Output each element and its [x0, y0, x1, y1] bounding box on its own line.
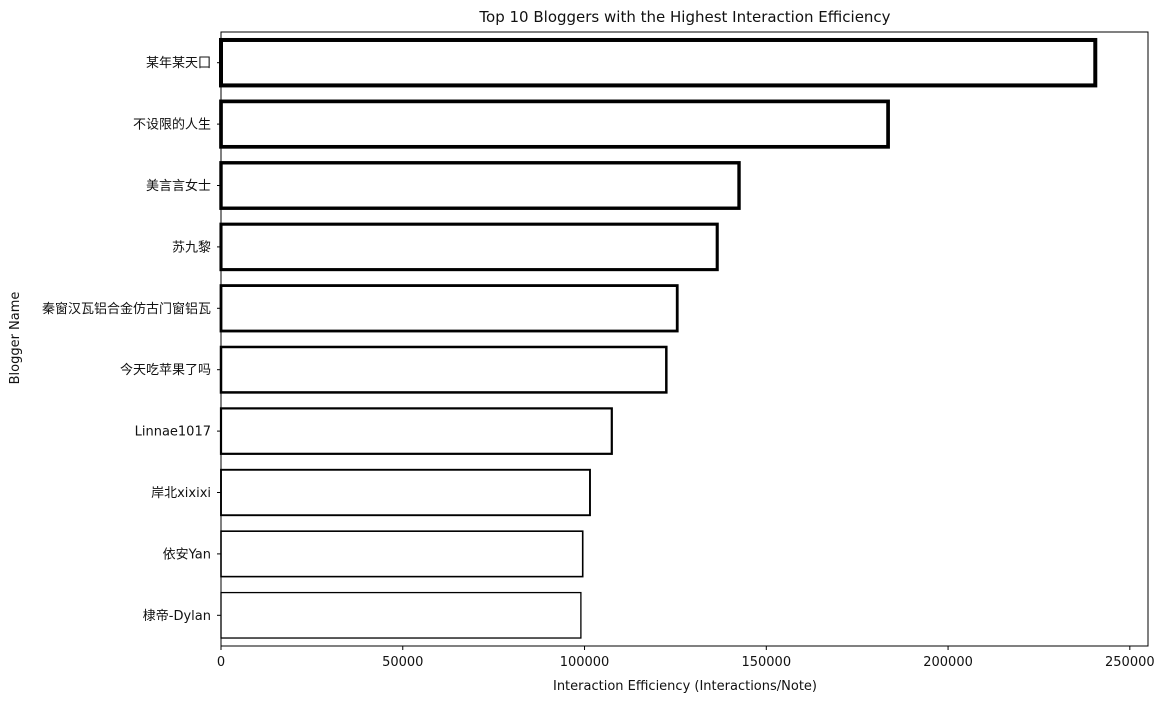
y-tick-label: 美言言女士	[146, 178, 211, 194]
y-tick-label: Linnae1017	[135, 425, 211, 440]
bar	[219, 161, 741, 210]
bar-series	[219, 37, 1098, 639]
bar	[220, 530, 584, 578]
y-axis-label: Blogger Name	[8, 292, 23, 385]
y-tick-label: 今天吃苹果了吗	[120, 362, 211, 378]
bar	[219, 222, 719, 272]
x-tick-label: 250000	[1105, 655, 1155, 670]
plot-frame	[220, 31, 1149, 647]
bar	[219, 37, 1098, 88]
x-tick-label: 200000	[923, 655, 973, 670]
x-axis-label: Interaction Efficiency (Interactions/Not…	[553, 679, 817, 694]
x-axis-ticks: 0 50000 100000 150000 200000 250000	[217, 646, 1155, 670]
y-tick-label: 某年某天囗	[146, 56, 211, 71]
bar	[219, 345, 668, 394]
bar	[219, 99, 890, 149]
y-tick-label: 岸北xixixi	[151, 486, 211, 501]
x-tick-label: 0	[217, 655, 225, 670]
y-tick-label: 苏九黎	[172, 239, 211, 255]
bar	[220, 468, 591, 517]
chart-title: Top 10 Bloggers with the Highest Interac…	[478, 8, 890, 26]
bar	[220, 591, 582, 639]
bar	[219, 407, 613, 455]
y-tick-label: 棣帝-Dylan	[143, 608, 211, 624]
x-tick-label: 150000	[741, 655, 791, 670]
y-tick-label: 依安Yan	[163, 547, 211, 562]
plot-area	[220, 31, 1149, 647]
y-tick-label: 秦窗汉瓦铝合金仿古门窗铝瓦	[42, 301, 211, 317]
bar	[219, 284, 679, 333]
x-tick-label: 50000	[382, 655, 423, 670]
y-tick-label: 不设限的人生	[133, 117, 211, 133]
x-tick-label: 100000	[560, 655, 610, 670]
